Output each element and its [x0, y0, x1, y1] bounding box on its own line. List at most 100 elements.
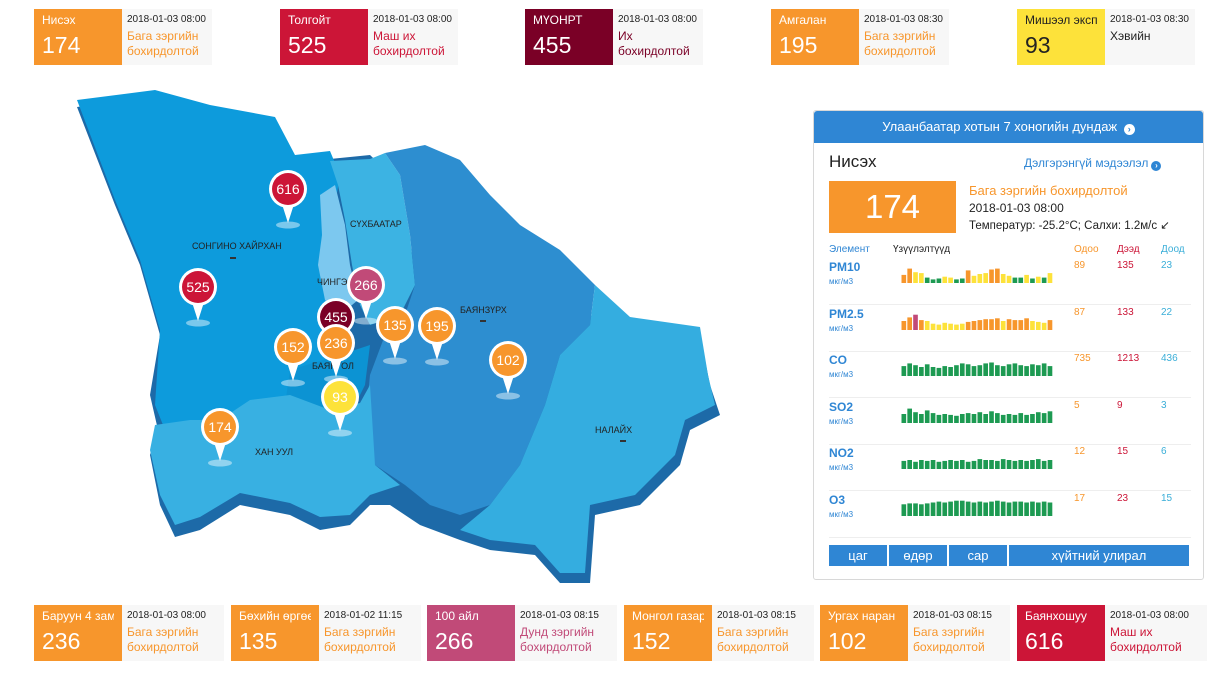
- station-pin[interactable]: 174: [201, 408, 239, 467]
- station-time: 2018-01-02 11:15: [324, 610, 403, 621]
- sparkbar: [959, 323, 965, 330]
- sparkbar: [919, 460, 924, 469]
- col-element: Элемент: [829, 244, 870, 255]
- district-label: ЧИНГЭ: [317, 277, 348, 287]
- station-card[interactable]: Мишээл экспо 93 2018-01-03 08:30 Хэвийн: [1017, 9, 1195, 65]
- district-bayanzurkh[interactable]: [365, 145, 595, 515]
- sparkbar: [971, 502, 977, 516]
- station-pin[interactable]: 616: [269, 170, 307, 229]
- sparkbar: [1018, 365, 1024, 376]
- time-range-button[interactable]: хүйтний улирал: [1009, 545, 1189, 566]
- station-card[interactable]: Толгойт 525 2018-01-03 08:00 Маш их бохирдо…: [280, 9, 458, 65]
- station-aqi-box: Нисэх 174: [34, 9, 122, 65]
- district-label: СҮХБААТАР: [350, 219, 402, 229]
- station-card[interactable]: Нисэх 174 2018-01-03 08:00 Бага зэргийн бох…: [34, 9, 212, 65]
- sparkbar: [930, 502, 936, 516]
- sparkbar: [995, 365, 1000, 376]
- sparkbar: [1047, 366, 1053, 376]
- sparkbar: [913, 314, 918, 330]
- sparkbar: [965, 461, 971, 469]
- panel-header[interactable]: Улаанбаатар хотын 7 хоногийн дундаж ›: [814, 111, 1203, 143]
- col-min: Доод: [1161, 244, 1185, 255]
- sparkbar: [1006, 502, 1012, 516]
- station-aqi-box: Амгалан 195: [771, 9, 859, 65]
- sparkbar: [924, 277, 930, 283]
- station-card[interactable]: Баянхошуу 616 2018-01-03 08:00 Маш их бохир…: [1017, 605, 1207, 661]
- sparkbar: [1030, 364, 1035, 376]
- sparkbar: [1030, 278, 1035, 283]
- station-card[interactable]: МҮОНРТ 455 2018-01-03 08:00 Их бохирдолтой: [525, 9, 703, 65]
- pollutant-now: 735: [1074, 353, 1091, 364]
- sparkbar: [901, 320, 907, 330]
- station-aqi-box: Баянхошуу 616: [1017, 605, 1105, 661]
- pollutant-sparkbars: [901, 500, 1053, 516]
- sparkbar: [977, 365, 983, 376]
- sparkbar: [1000, 459, 1006, 469]
- station-card[interactable]: Монгол газар 152 2018-01-03 08:15 Бага зэрг…: [624, 605, 814, 661]
- sparkbar: [1047, 319, 1053, 330]
- pollutant-row[interactable]: PM2.5 мкг/м3 87 133 22: [829, 306, 1191, 352]
- station-status: Дунд зэргийн бохирдолтой: [520, 625, 595, 654]
- pollutant-row[interactable]: CO мкг/м3 735 1213 436: [829, 352, 1191, 398]
- station-pin[interactable]: 152: [274, 328, 312, 387]
- time-range-button[interactable]: сар: [949, 545, 1007, 566]
- pollutant-max: 1213: [1117, 353, 1140, 364]
- pollutant-min: 436: [1161, 353, 1178, 364]
- sparkbar: [983, 273, 988, 283]
- station-card[interactable]: Баруун 4 зам 236 2018-01-03 08:00 Бага зэрг…: [34, 605, 224, 661]
- sparkbar: [954, 365, 959, 376]
- station-info: 2018-01-03 08:00 Бага зэргийн бохирдолтой: [122, 9, 212, 65]
- station-pin[interactable]: 93: [321, 378, 359, 437]
- station-info: 2018-01-03 08:00 Их бохирдолтой: [613, 9, 703, 65]
- station-pin-value: 102: [496, 352, 520, 368]
- station-card[interactable]: 100 айл 266 2018-01-03 08:15 Дунд зэргийн б…: [427, 605, 617, 661]
- time-range-button[interactable]: өдөр: [889, 545, 947, 566]
- pollutant-name: CO: [829, 353, 847, 367]
- pollutant-name: PM2.5: [829, 306, 864, 321]
- station-aqi-box: МҮОНРТ 455: [525, 9, 613, 65]
- sparkbar: [1024, 502, 1029, 516]
- sparkbar: [930, 323, 936, 330]
- station-card[interactable]: Бөхийн өргөө 135 2018-01-02 11:15 Бага зэрг…: [231, 605, 421, 661]
- district-nalaikh[interactable]: [460, 285, 715, 573]
- sparkbar: [959, 460, 965, 469]
- sparkbar: [1047, 502, 1053, 516]
- details-link[interactable]: Дэлгэрэнгүй мэдээлэл ›: [1024, 156, 1162, 171]
- district-sukhbaatar[interactable]: [330, 153, 415, 325]
- pollutant-row[interactable]: PM10 мкг/м3 89 135 23: [829, 259, 1191, 305]
- station-pin[interactable]: 135: [376, 306, 414, 365]
- station-pin[interactable]: 236: [317, 324, 355, 383]
- pollutant-max: 9: [1117, 399, 1123, 411]
- station-card[interactable]: Амгалан 195 2018-01-03 08:30 Бага зэргийн б…: [771, 9, 949, 65]
- station-pin[interactable]: 525: [179, 268, 217, 327]
- sparkbar: [919, 367, 924, 376]
- time-range-button[interactable]: цаг: [829, 545, 887, 566]
- sparkbar: [1012, 460, 1018, 469]
- pollutant-min: 15: [1161, 492, 1173, 504]
- station-pin[interactable]: 266: [347, 266, 385, 325]
- col-indicators: Үзүүлэлтүүд: [893, 244, 951, 255]
- pollutant-max: 135: [1117, 260, 1134, 271]
- station-card[interactable]: Ургах наран 102 2018-01-03 08:15 Бага зэрги…: [820, 605, 1010, 661]
- station-name: Мишээл экспо: [1025, 13, 1097, 27]
- selected-station-weather: Температур: -25.2°C; Салхи: 1.2м/с ↙: [969, 218, 1170, 232]
- sparkbar: [913, 365, 918, 376]
- sparkbar: [948, 277, 953, 283]
- station-time: 2018-01-03 08:00: [618, 14, 697, 25]
- pollutant-min: 23: [1161, 260, 1173, 271]
- sparkbar: [989, 410, 994, 423]
- sparkbar: [1006, 413, 1012, 423]
- pollutant-row[interactable]: O3 мкг/м3 17 23 15: [829, 492, 1191, 538]
- sparkbar: [948, 323, 953, 330]
- sparkbar: [913, 502, 918, 516]
- station-name: 100 айл: [435, 609, 479, 623]
- sparkbar: [977, 319, 983, 330]
- sparkbar: [1030, 460, 1035, 469]
- pollutant-row[interactable]: NO2 мкг/м3 12 15 6: [829, 445, 1191, 491]
- pollutant-row[interactable]: SO2 мкг/м3 5 9 3: [829, 399, 1191, 445]
- sparkbar: [995, 500, 1000, 516]
- station-pin[interactable]: 102: [489, 341, 527, 400]
- station-info: 2018-01-02 11:15 Бага зэргийн бохирдолтой: [319, 605, 421, 661]
- station-pin[interactable]: 195: [418, 307, 456, 366]
- selected-station-name: Нисэх: [829, 152, 877, 171]
